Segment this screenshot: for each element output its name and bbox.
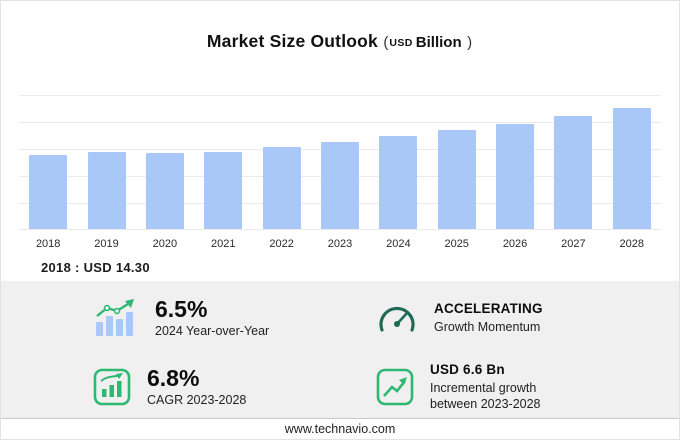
x-tick-2028: 2028 — [619, 238, 645, 250]
stat-cagr-text: 6.8% CAGR 2023-2028 — [147, 364, 247, 409]
footer: www.technavio.com — [1, 418, 679, 439]
bar-2028 — [612, 107, 651, 229]
bars-row — [19, 95, 661, 230]
bar-2024 — [379, 136, 418, 229]
bar-2022 — [262, 147, 301, 229]
x-tick-2024: 2024 — [386, 238, 411, 250]
title-paren-close: ) — [467, 34, 473, 51]
x-tick-2019: 2019 — [94, 238, 119, 250]
growth-chart-icon — [93, 368, 131, 406]
x-tick-2023: 2023 — [327, 238, 353, 250]
chart-annotation: 2018 : USD 14.30 — [41, 260, 150, 275]
footer-url: www.technavio.com — [284, 422, 396, 437]
stat-incremental-value: USD 6.6 Bn — [430, 361, 505, 377]
title-main: Market Size Outlook — [206, 31, 378, 51]
bar-chart: 2018 2019 2020 2021 2022 2023 2024 2025 2026 2027… — [1, 95, 679, 250]
stat-incremental-text: USD 6.6 Bn Incremental growth between 20… — [430, 362, 541, 412]
stat-yoy-label: 2024 Year-over-Year — [155, 324, 270, 339]
x-tick-2020: 2020 — [152, 238, 178, 250]
bar-chart-growth-icon — [93, 298, 139, 338]
x-tick-2022: 2022 — [269, 238, 294, 250]
stat-cagr: 6.8% CAGR 2023-2028 — [93, 362, 376, 412]
gauge-icon — [376, 301, 418, 335]
bar-2027 — [554, 116, 593, 229]
stat-yoy-value: 6.5% — [155, 296, 208, 322]
title-currency: USD — [389, 37, 413, 49]
bar-2021 — [204, 152, 243, 229]
bar-2020 — [145, 153, 184, 229]
bar-2026 — [496, 123, 535, 229]
x-tick-2026: 2026 — [502, 238, 528, 250]
title-unit: Billion — [415, 34, 462, 51]
chart-title: Market Size Outlook (USD Billion ) — [1, 29, 679, 55]
stat-cagr-label: CAGR 2023-2028 — [147, 392, 247, 407]
stat-momentum-text: ACCELERATING Growth Momentum — [434, 301, 543, 336]
title-paren-open: ( — [383, 34, 389, 51]
stat-yoy: 6.5% 2024 Year-over-Year — [93, 297, 376, 340]
stat-momentum-label: Growth Momentum — [434, 320, 541, 335]
x-tick-2018: 2018 — [35, 238, 61, 250]
stat-incremental-label-2: between 2023-2028 — [430, 396, 541, 411]
x-axis-labels: 2018 2019 2020 2021 2022 2023 2024 2025 2026 2027… — [19, 230, 661, 250]
stat-yoy-text: 6.5% 2024 Year-over-Year — [155, 297, 269, 340]
bar-2019 — [87, 151, 126, 229]
x-tick-2025: 2025 — [444, 238, 469, 250]
x-tick-2021: 2021 — [211, 238, 236, 250]
bar-2018 — [29, 155, 68, 229]
bar-2025 — [437, 130, 476, 229]
stat-incremental-label-1: Incremental growth — [430, 380, 537, 395]
stats-panel: 6.5% 2024 Year-over-Year ACCELERATING Gr… — [1, 281, 679, 419]
stat-cagr-value: 6.8% — [147, 364, 200, 391]
x-tick-2027: 2027 — [561, 238, 586, 250]
stat-momentum-value: ACCELERATING — [434, 300, 543, 316]
stat-incremental: USD 6.6 Bn Incremental growth between 20… — [376, 362, 663, 412]
incremental-growth-icon — [376, 368, 414, 406]
stat-momentum: ACCELERATING Growth Momentum — [376, 297, 663, 340]
bar-2023 — [320, 141, 359, 229]
